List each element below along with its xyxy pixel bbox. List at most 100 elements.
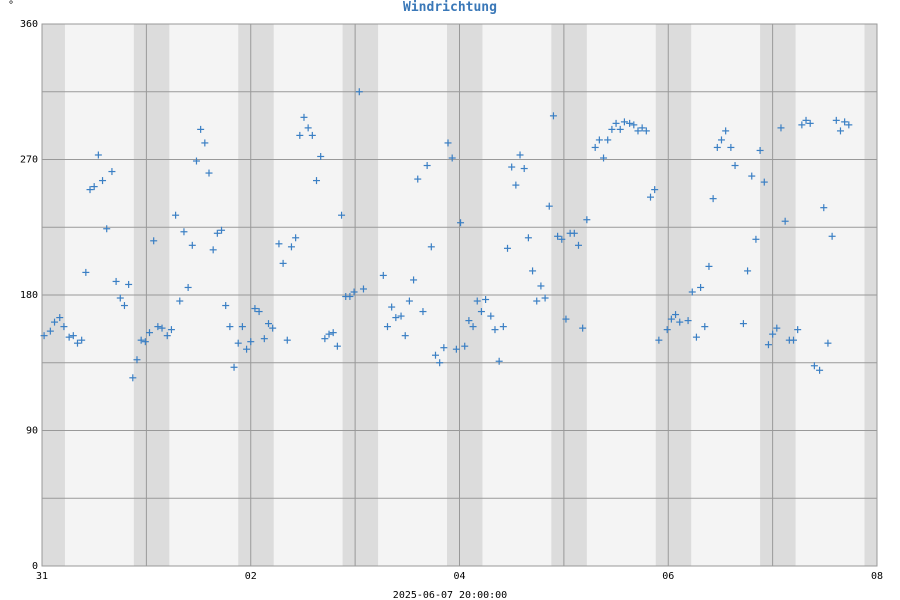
- data-point: [154, 323, 162, 331]
- x-tick-label: 02: [245, 571, 257, 582]
- data-point: [125, 280, 133, 288]
- data-point: [638, 124, 646, 132]
- data-point: [423, 162, 431, 170]
- data-point: [570, 229, 578, 237]
- data-point: [180, 228, 188, 236]
- data-point: [820, 204, 828, 212]
- timestamp-footer: 2025-06-07 20:00:00: [393, 590, 507, 600]
- chart-title: Windrichtung: [403, 0, 497, 15]
- y-tick-label: 270: [20, 155, 38, 166]
- data-point: [448, 154, 456, 162]
- data-point: [541, 294, 549, 302]
- data-point: [752, 235, 760, 243]
- data-point: [672, 311, 680, 319]
- data-point: [651, 186, 659, 194]
- data-point: [251, 305, 259, 313]
- data-point: [591, 143, 599, 151]
- data-point: [176, 297, 184, 305]
- data-point: [608, 125, 616, 133]
- data-point: [562, 315, 570, 323]
- data-point: [197, 125, 205, 133]
- data-point: [836, 127, 844, 135]
- y-tick-label: 90: [26, 426, 38, 437]
- data-point: [184, 283, 192, 291]
- data-point: [405, 297, 413, 305]
- data-point: [333, 342, 341, 350]
- data-point: [129, 374, 137, 382]
- data-point: [192, 157, 200, 165]
- data-point: [247, 338, 255, 346]
- x-axis-ticks: 31 02 04 06 08: [36, 571, 883, 582]
- data-point: [150, 237, 158, 245]
- data-point: [51, 318, 59, 326]
- data-point: [760, 178, 768, 186]
- data-point: [218, 226, 226, 234]
- data-point: [452, 345, 460, 353]
- data-point: [722, 127, 730, 135]
- data-point: [226, 323, 234, 331]
- data-point: [46, 327, 54, 335]
- data-point: [388, 303, 396, 311]
- data-point: [533, 297, 541, 305]
- data-point: [264, 320, 272, 328]
- data-point: [727, 143, 735, 151]
- data-point: [255, 308, 263, 316]
- data-point: [230, 363, 238, 371]
- data-point: [647, 193, 655, 201]
- data-point: [798, 121, 806, 129]
- data-point: [201, 139, 209, 147]
- data-point: [756, 146, 764, 154]
- data-point: [457, 219, 465, 227]
- data-point: [604, 136, 612, 144]
- data-point: [465, 317, 473, 325]
- data-point: [158, 324, 166, 332]
- data-point: [816, 366, 824, 374]
- data-point: [713, 143, 721, 151]
- data-point: [419, 308, 427, 316]
- data-point: [99, 177, 107, 185]
- data-point: [549, 112, 557, 120]
- data-point: [554, 232, 562, 240]
- data-point: [717, 136, 725, 144]
- data-point: [477, 308, 485, 316]
- data-point: [86, 186, 94, 194]
- data-point: [524, 234, 532, 242]
- data-point: [397, 312, 405, 320]
- data-point: [684, 317, 692, 325]
- data-point: [676, 318, 684, 326]
- data-point: [209, 246, 217, 254]
- data-point: [705, 262, 713, 270]
- data-point: [692, 333, 700, 341]
- data-point: [205, 169, 213, 177]
- data-point: [764, 341, 772, 349]
- data-point: [620, 118, 628, 126]
- data-point: [283, 336, 291, 344]
- data-point: [444, 139, 452, 147]
- data-point: [748, 172, 756, 180]
- data-point: [392, 314, 400, 322]
- data-point: [790, 336, 797, 344]
- data-point: [482, 296, 490, 304]
- data-point: [213, 229, 221, 237]
- data-point: [806, 119, 814, 127]
- data-point: [579, 324, 587, 332]
- y-axis-ticks: 0 90 180 270 360: [20, 19, 38, 572]
- data-point: [688, 288, 696, 296]
- data-point: [260, 335, 268, 343]
- data-point: [167, 326, 175, 334]
- data-point: [516, 151, 524, 159]
- data-point: [163, 332, 171, 340]
- data-point: [410, 276, 418, 284]
- data-point: [304, 124, 312, 132]
- data-point: [222, 302, 230, 310]
- data-point: [440, 344, 448, 352]
- data-point: [512, 181, 520, 189]
- data-point: [313, 177, 321, 185]
- data-point: [626, 119, 634, 127]
- data-point: [731, 162, 739, 170]
- data-point: [146, 329, 154, 337]
- data-point: [116, 294, 124, 302]
- data-point: [810, 362, 818, 370]
- data-point: [300, 113, 308, 121]
